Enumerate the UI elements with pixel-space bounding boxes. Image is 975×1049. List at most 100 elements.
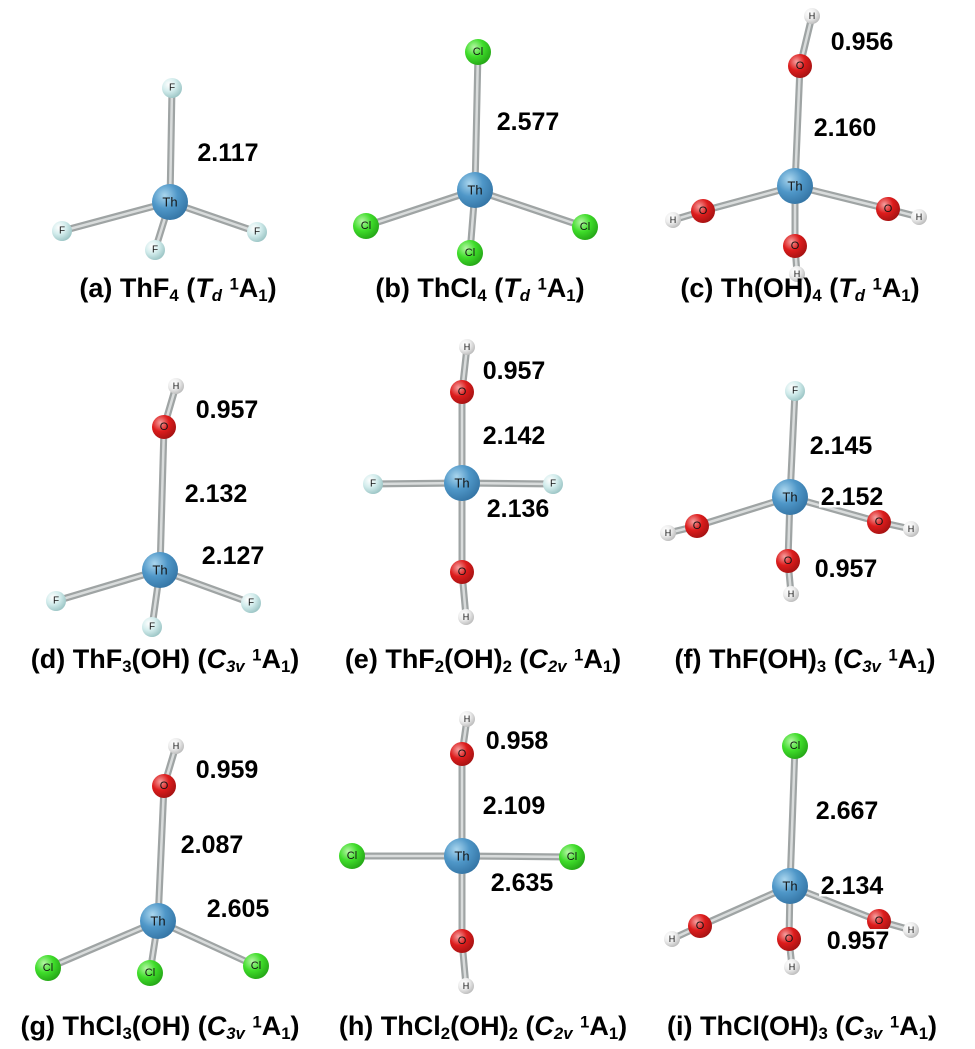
panel-caption-e: (e) ThF2(OH)2 (C2v 1A1): [345, 643, 621, 677]
atom-label-H: H: [908, 524, 915, 534]
atom-label-Th: Th: [782, 879, 797, 894]
panel-caption-a: (a) ThF4 (Td 1A1): [79, 272, 276, 306]
caption-text: 3v: [226, 1024, 245, 1044]
atom-label-H: H: [670, 215, 677, 225]
atom-label-Th: Th: [454, 476, 469, 491]
atom-label-O: O: [458, 386, 467, 398]
atom-F: [52, 221, 72, 241]
bond-length-label: 2.152: [821, 483, 884, 511]
bond-highlight: [460, 854, 574, 859]
panel-i: Cl Th O H O H O H 2.667 2.134 0.957: [664, 733, 919, 975]
atom-Cl: [339, 843, 365, 869]
caption-text: 1: [608, 1024, 619, 1044]
bond-length-label: 2.132: [185, 480, 248, 508]
atom-O: [788, 54, 812, 78]
caption-text: C: [206, 644, 227, 674]
atom-O: [688, 914, 712, 938]
atom-Th: [444, 465, 480, 501]
atom-O: [776, 549, 800, 573]
caption-text: 4: [812, 286, 822, 306]
atom-Cl: [137, 960, 163, 986]
atom-label-O: O: [693, 520, 702, 532]
caption-text: (e) ThF: [344, 644, 435, 674]
atom-label-Th: Th: [787, 179, 802, 194]
caption-text: (c) Th(OH): [680, 273, 813, 303]
atom-O: [450, 380, 474, 404]
caption-text: C: [844, 1011, 864, 1041]
bond-length-label: 0.957: [196, 396, 259, 424]
atom-H: [458, 978, 474, 994]
caption-text: 1: [252, 1012, 262, 1032]
atom-O: [685, 514, 709, 538]
caption-text: 3v: [863, 1024, 883, 1044]
caption-text: (: [511, 644, 529, 674]
panel-h: H O Th Cl Cl O H 0.958 2.109 2.635: [339, 711, 585, 994]
atom-label-O: O: [796, 60, 805, 72]
caption-text: 2: [502, 657, 512, 677]
panel-g: H O Th Cl Cl Cl 0.959 2.087 2.605: [35, 738, 272, 986]
caption-text: 4: [169, 286, 179, 306]
caption-text: A: [238, 273, 259, 303]
atom-label-O: O: [458, 566, 467, 578]
bond-length-label: 2.605: [207, 895, 270, 923]
atom-label-Th: Th: [150, 914, 165, 929]
atom-H: [660, 525, 676, 541]
panel-a: F Th F F F 2.117: [52, 78, 267, 260]
atom-label-F: F: [248, 598, 254, 609]
caption-text: (d) ThF: [30, 644, 123, 674]
caption-text: d: [854, 286, 865, 306]
panel-d: H O Th F F F 0.957 2.132 2.127: [46, 378, 267, 637]
caption-text: T: [838, 273, 855, 303]
atom-label-Cl: Cl: [473, 46, 483, 58]
atom-H: [789, 266, 805, 282]
atom-O: [152, 415, 176, 439]
atom-label-Cl: Cl: [580, 221, 590, 233]
panel-f: F Th O H O H O H 2.145 2.152 0.957: [660, 381, 919, 602]
atom-Th: [444, 838, 480, 874]
caption-text: 1: [918, 1024, 929, 1044]
atom-Th: [772, 479, 808, 515]
caption-text: 2: [440, 1024, 451, 1044]
caption-text: C: [528, 644, 548, 674]
panel-caption-b: (b) ThCl4 (Td 1A1): [375, 272, 584, 306]
atom-H: [665, 212, 681, 228]
caption-text: ): [267, 273, 277, 303]
caption-text: 1: [537, 274, 547, 294]
atom-label-O: O: [696, 920, 705, 932]
caption-text: (: [826, 644, 843, 674]
caption-text: 1: [229, 274, 239, 294]
atom-F: [145, 240, 165, 260]
atom-F: [785, 381, 805, 401]
caption-text: A: [583, 644, 603, 674]
caption-text: (b) ThCl: [375, 273, 478, 303]
caption-text: 1: [872, 274, 882, 294]
caption-text: (OH) (: [131, 644, 207, 674]
panel-caption-f: (f) ThF(OH)3 (C3v 1A1): [674, 643, 935, 677]
atom-label-F: F: [53, 596, 59, 607]
atom-label-F: F: [149, 622, 155, 633]
atom-H: [459, 711, 475, 727]
atom-label-H: H: [794, 269, 801, 279]
caption-text: 1: [252, 645, 262, 665]
atom-H: [804, 8, 820, 24]
atom-label-H: H: [173, 381, 180, 391]
atom-Th: [140, 903, 176, 939]
caption-text: [245, 1011, 253, 1041]
caption-text: (h) ThCl: [338, 1011, 441, 1041]
atom-H: [168, 738, 184, 754]
atom-Cl: [572, 214, 598, 240]
caption-text: 1: [901, 286, 911, 306]
caption-text: 1: [281, 1024, 291, 1044]
bond-length-label: 2.117: [197, 139, 258, 167]
bond-highlight: [158, 425, 166, 572]
atom-O: [876, 197, 900, 221]
atom-label-F: F: [370, 479, 376, 490]
atom-label-Th: Th: [152, 563, 167, 578]
caption-text: 3: [816, 657, 827, 677]
caption-text: (: [827, 1011, 845, 1041]
bond-highlight: [473, 50, 480, 192]
bond-highlight: [473, 188, 587, 229]
caption-text: 3v: [862, 657, 881, 677]
caption-text: 1: [888, 645, 898, 665]
